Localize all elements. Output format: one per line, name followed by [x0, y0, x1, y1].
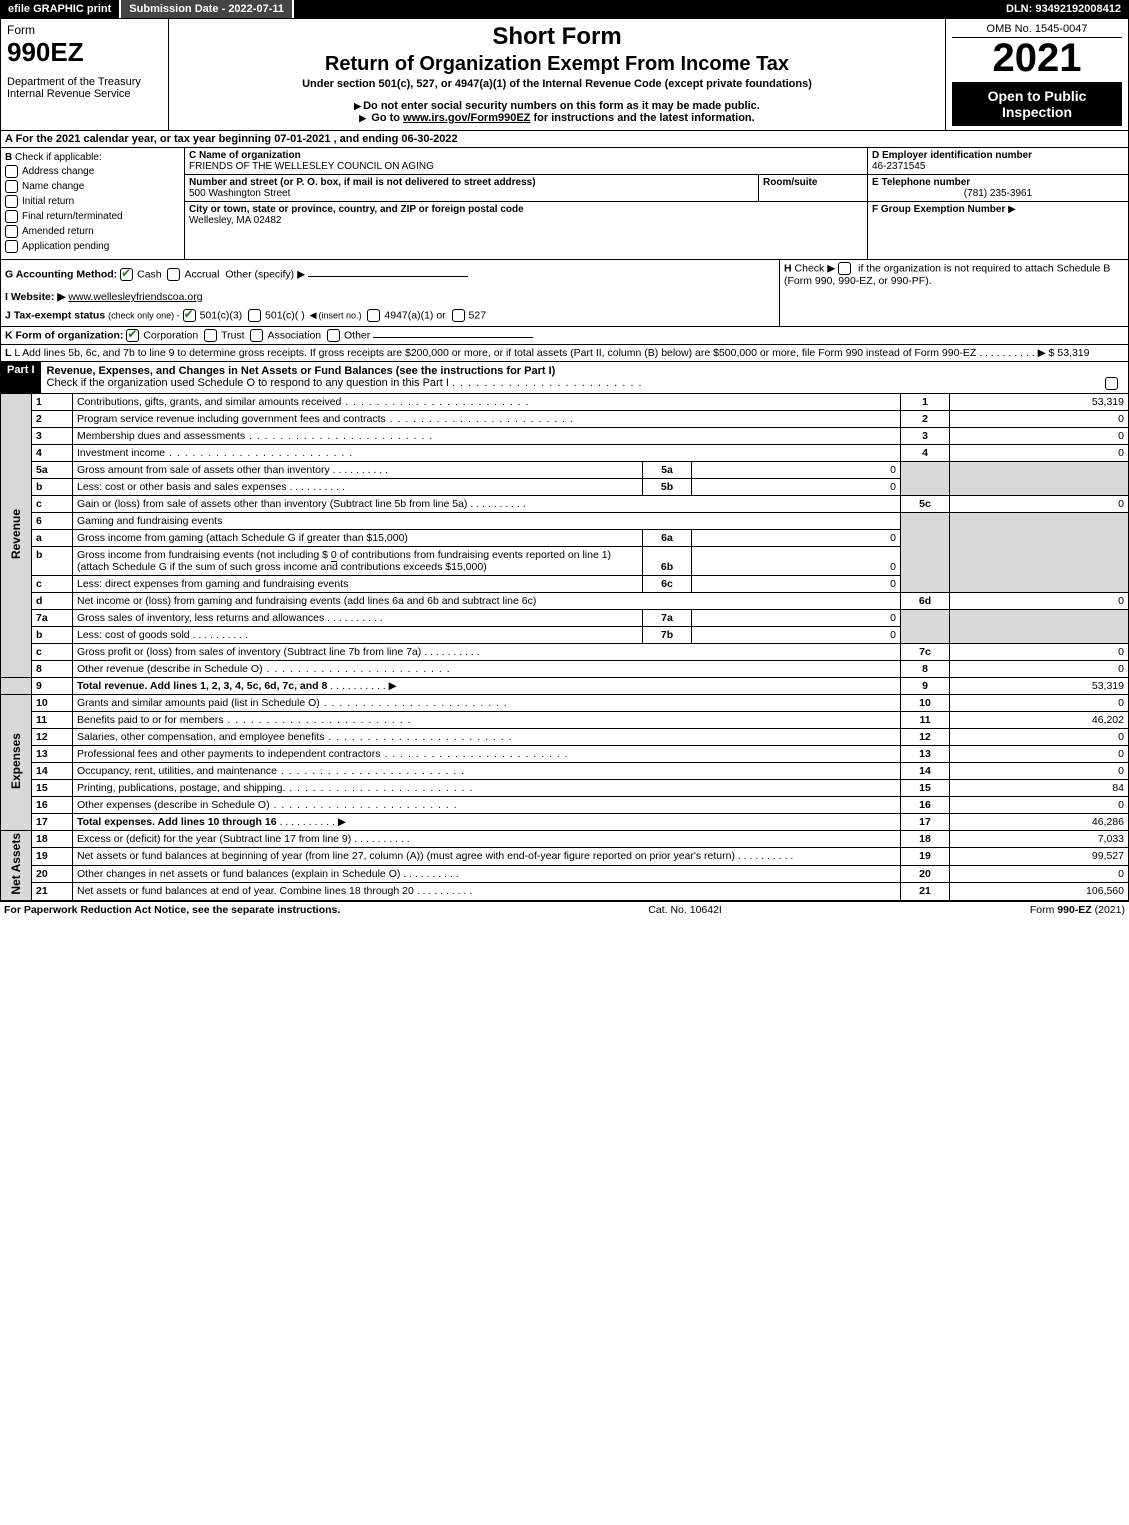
gross-receipts-amount: 53,319 [1057, 347, 1089, 359]
chk-address-change[interactable] [5, 165, 18, 178]
row-l: L L Add lines 5b, 6c, and 7b to line 9 t… [0, 345, 1129, 362]
short-form-title: Short Form [175, 23, 939, 51]
netassets-side-label: Net Assets [1, 831, 32, 901]
chk-4947[interactable] [367, 309, 380, 322]
line-5a-value: 0 [692, 462, 901, 479]
phone-value: (781) 235-3961 [872, 188, 1124, 199]
part-1-table: Revenue 1 Contributions, gifts, grants, … [0, 394, 1129, 901]
line-5b-value: 0 [692, 479, 901, 496]
chk-application-pending[interactable] [5, 240, 18, 253]
do-not-enter-note: Do not enter social security numbers on … [175, 100, 939, 112]
form-title: Return of Organization Exempt From Incom… [175, 53, 939, 76]
col-c-org-info: C Name of organization FRIENDS OF THE WE… [185, 148, 867, 259]
form-number: 990EZ [7, 37, 162, 68]
form-subtitle: Under section 501(c), 527, or 4947(a)(1)… [175, 78, 939, 90]
form-word: Form [7, 23, 162, 37]
header-left: Form 990EZ Department of the Treasury In… [1, 19, 169, 130]
line-7c-value: 0 [950, 644, 1129, 661]
expenses-side-label: Expenses [1, 695, 32, 831]
col-b-checkboxes: B Check if applicable: Address change Na… [1, 148, 185, 259]
line-14-value: 0 [950, 763, 1129, 780]
line-7a-value: 0 [692, 610, 901, 627]
other-org-input[interactable] [373, 337, 533, 338]
chk-501c3[interactable] [183, 309, 196, 322]
line-5c-value: 0 [950, 496, 1129, 513]
goto-line: Go to www.irs.gov/Form990EZ for instruct… [175, 112, 939, 124]
line-17-value: 46,286 [950, 814, 1129, 831]
chk-corporation[interactable] [126, 329, 139, 342]
chk-accrual[interactable] [167, 268, 180, 281]
chk-cash[interactable] [120, 268, 133, 281]
catalog-number: Cat. No. 10642I [340, 904, 1030, 916]
line-19-value: 99,527 [950, 848, 1129, 865]
row-k: K Form of organization: Corporation Trus… [0, 327, 1129, 345]
revenue-side-label: Revenue [1, 394, 32, 678]
row-a-tax-year: A For the 2021 calendar year, or tax yea… [0, 131, 1129, 148]
form-header: Form 990EZ Department of the Treasury In… [0, 18, 1129, 131]
line-21-value: 106,560 [950, 883, 1129, 900]
chk-schedule-b[interactable] [838, 262, 851, 275]
website-link[interactable]: www.wellesleyfriendscoa.org [68, 291, 202, 303]
chk-initial-return[interactable] [5, 195, 18, 208]
chk-527[interactable] [452, 309, 465, 322]
line-3-value: 0 [950, 428, 1129, 445]
line-13-value: 0 [950, 746, 1129, 763]
part-1-header: Part I Revenue, Expenses, and Changes in… [0, 362, 1129, 394]
line-11-value: 46,202 [950, 712, 1129, 729]
chk-association[interactable] [250, 329, 263, 342]
line-8-value: 0 [950, 661, 1129, 678]
org-street: 500 Washington Street [189, 188, 290, 199]
org-name-label: C Name of organization [189, 150, 301, 161]
chk-name-change[interactable] [5, 180, 18, 193]
line-7b-value: 0 [692, 627, 901, 644]
tax-year: 2021 [952, 38, 1122, 78]
line-9-value: 53,319 [950, 678, 1129, 695]
org-city: Wellesley, MA 02482 [189, 215, 281, 226]
paperwork-notice: For Paperwork Reduction Act Notice, see … [4, 904, 340, 916]
line-10-value: 0 [950, 695, 1129, 712]
line-2-value: 0 [950, 411, 1129, 428]
ein-value: 46-2371545 [872, 161, 925, 172]
header-mid: Short Form Return of Organization Exempt… [169, 19, 946, 130]
chk-amended-return[interactable] [5, 225, 18, 238]
other-specify-input[interactable] [308, 276, 468, 277]
line-6a-value: 0 [692, 530, 901, 547]
chk-schedule-o[interactable] [1105, 377, 1118, 390]
submission-date[interactable]: Submission Date - 2022-07-11 [121, 0, 294, 18]
col-d-right: D Employer identification number 46-2371… [867, 148, 1128, 259]
page-footer: For Paperwork Reduction Act Notice, see … [0, 901, 1129, 918]
line-16-value: 0 [950, 797, 1129, 814]
chk-final-return[interactable] [5, 210, 18, 223]
line-20-value: 0 [950, 865, 1129, 882]
line-15-value: 84 [950, 780, 1129, 797]
row-g-h: G Accounting Method: Cash Accrual Other … [0, 260, 1129, 327]
irs-link[interactable]: www.irs.gov/Form990EZ [403, 112, 530, 124]
chk-501c[interactable] [248, 309, 261, 322]
line-6d-value: 0 [950, 593, 1129, 610]
open-to-public: Open to Public Inspection [952, 82, 1122, 126]
efile-label[interactable]: efile GRAPHIC print [0, 0, 121, 18]
top-bar: efile GRAPHIC print Submission Date - 20… [0, 0, 1129, 18]
header-right: OMB No. 1545-0047 2021 Open to Public In… [946, 19, 1128, 130]
info-block: B Check if applicable: Address change Na… [0, 148, 1129, 260]
line-6b-value: 0 [692, 547, 901, 576]
part-1-label: Part I [1, 362, 41, 393]
chk-other-org[interactable] [327, 329, 340, 342]
line-4-value: 0 [950, 445, 1129, 462]
org-name: FRIENDS OF THE WELLESLEY COUNCIL ON AGIN… [189, 161, 434, 172]
department-label: Department of the Treasury Internal Reve… [7, 76, 162, 100]
line-1-value: 53,319 [950, 394, 1129, 411]
line-12-value: 0 [950, 729, 1129, 746]
dln-label: DLN: 93492192008412 [998, 0, 1129, 18]
line-6c-value: 0 [692, 576, 901, 593]
chk-trust[interactable] [204, 329, 217, 342]
line-18-value: 7,033 [950, 831, 1129, 848]
